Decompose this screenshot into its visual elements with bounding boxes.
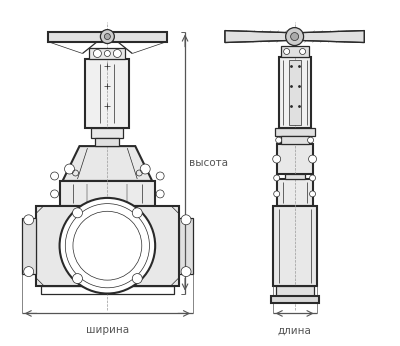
Text: ширина: ширина [86, 325, 129, 335]
Polygon shape [62, 146, 152, 181]
Bar [90, 47, 125, 60]
Circle shape [310, 175, 316, 181]
Circle shape [60, 198, 155, 293]
Circle shape [113, 49, 121, 57]
Polygon shape [225, 30, 287, 43]
Circle shape [284, 48, 290, 54]
Bar [281, 136, 308, 144]
Bar [277, 179, 312, 206]
Circle shape [51, 172, 58, 180]
Circle shape [273, 155, 281, 163]
Circle shape [291, 33, 299, 40]
Circle shape [310, 191, 316, 197]
Circle shape [132, 274, 142, 284]
Bar [179, 218, 193, 274]
Circle shape [64, 164, 74, 174]
Circle shape [72, 274, 82, 284]
Circle shape [308, 155, 316, 163]
Text: длина: длина [278, 325, 312, 335]
Circle shape [94, 49, 101, 57]
Circle shape [308, 137, 314, 143]
Bar [271, 295, 318, 303]
Circle shape [24, 267, 34, 276]
Bar [92, 128, 123, 138]
Bar [273, 206, 316, 285]
Bar [41, 285, 174, 293]
Circle shape [274, 191, 280, 197]
Circle shape [140, 164, 150, 174]
Bar [281, 46, 308, 57]
Bar [276, 285, 314, 295]
Circle shape [24, 215, 34, 225]
Bar [279, 57, 310, 128]
Bar [60, 181, 155, 206]
Circle shape [181, 215, 191, 225]
Text: высота: высота [189, 157, 228, 167]
Bar [289, 61, 300, 125]
Circle shape [132, 208, 142, 218]
Circle shape [181, 267, 191, 276]
Bar [285, 174, 304, 179]
Bar [277, 144, 312, 174]
Bar [48, 31, 167, 42]
Circle shape [286, 28, 304, 46]
Circle shape [300, 48, 306, 54]
Bar [275, 128, 314, 136]
Circle shape [72, 208, 82, 218]
Bar [96, 138, 119, 146]
Circle shape [100, 29, 114, 44]
Polygon shape [302, 30, 364, 43]
Bar [22, 218, 36, 274]
Circle shape [276, 137, 282, 143]
Circle shape [51, 190, 58, 198]
Circle shape [104, 34, 110, 39]
Circle shape [156, 190, 164, 198]
Bar [36, 206, 179, 285]
Circle shape [274, 175, 280, 181]
Bar [86, 60, 129, 128]
Circle shape [156, 172, 164, 180]
Circle shape [104, 51, 110, 56]
